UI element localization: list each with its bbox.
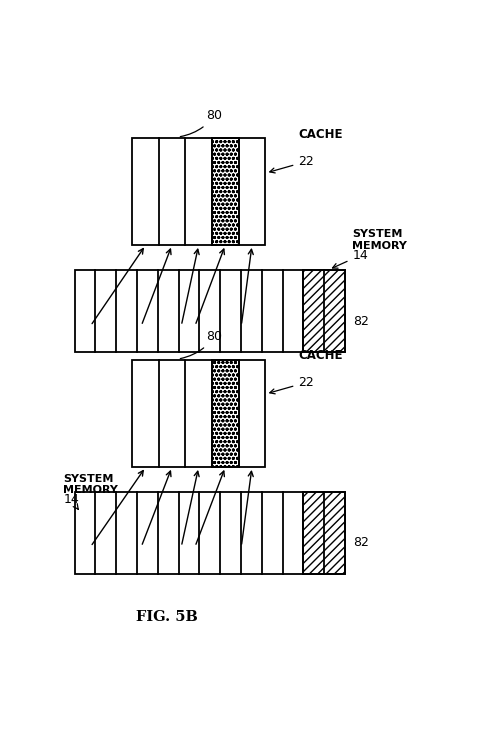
Text: CACHE: CACHE <box>298 349 343 362</box>
Text: 82: 82 <box>354 537 369 550</box>
Text: 82: 82 <box>354 315 369 328</box>
Text: 22: 22 <box>270 155 314 173</box>
Text: MEMORY: MEMORY <box>64 485 119 495</box>
Text: SYSTEM: SYSTEM <box>352 229 403 239</box>
Bar <box>304 492 345 574</box>
Bar <box>304 270 345 352</box>
Text: FIG. 5B: FIG. 5B <box>136 610 198 624</box>
Bar <box>212 138 239 245</box>
Bar <box>75 492 345 574</box>
Bar <box>212 360 239 467</box>
Bar <box>304 270 345 352</box>
Text: FIG. 5A: FIG. 5A <box>137 374 197 388</box>
Text: CACHE: CACHE <box>298 128 343 141</box>
Text: 22: 22 <box>270 376 314 394</box>
Bar <box>212 360 239 467</box>
Text: SYSTEM: SYSTEM <box>64 474 114 484</box>
Text: 80: 80 <box>180 331 222 358</box>
Text: 80: 80 <box>180 110 222 137</box>
Bar <box>132 360 265 467</box>
Bar <box>212 138 239 245</box>
Bar <box>75 270 345 352</box>
Text: MEMORY: MEMORY <box>352 241 407 250</box>
Bar <box>304 492 345 574</box>
Bar <box>132 138 265 245</box>
Text: 14: 14 <box>64 493 79 510</box>
Text: 14: 14 <box>333 249 368 268</box>
